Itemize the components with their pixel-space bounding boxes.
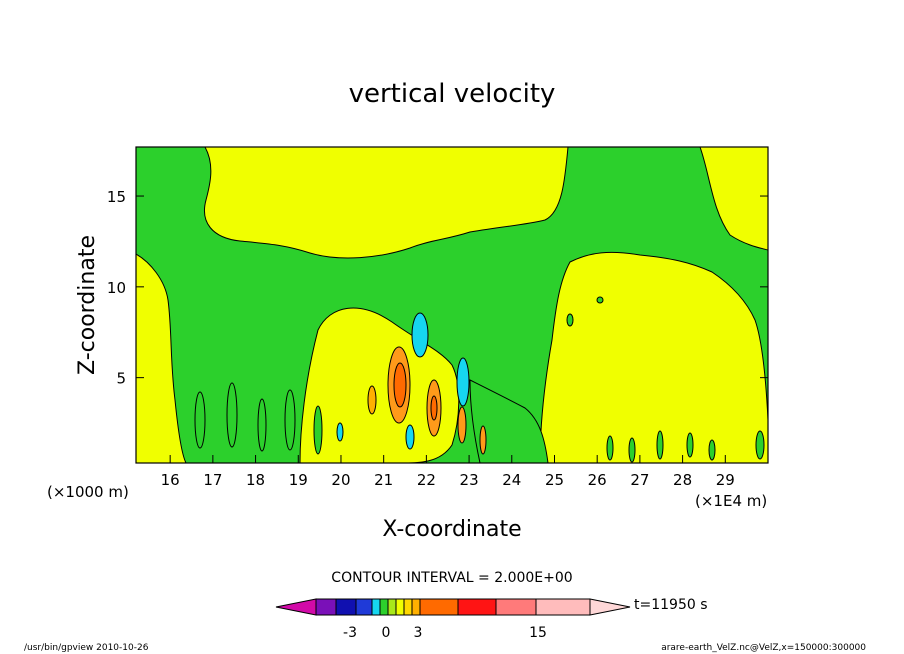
region-right-yellow xyxy=(539,251,768,463)
time-label: t=11950 s xyxy=(634,597,708,613)
region-orange-cell-4 xyxy=(479,425,487,455)
x-tick-label: 26 xyxy=(588,471,607,489)
colorbar-swatch xyxy=(395,598,405,616)
colorbar-swatch xyxy=(589,598,631,616)
x-tick-label: 17 xyxy=(203,471,222,489)
plot-area xyxy=(136,147,768,463)
plot-frame xyxy=(135,146,769,464)
colorbar-swatch xyxy=(379,598,389,616)
region-orange-cell-2-core xyxy=(430,395,438,421)
x-tick-label: 19 xyxy=(289,471,308,489)
x-axis: 16 17 18 19 20 21 22 23 24 25 26 27 28 29 xyxy=(161,455,735,489)
y-tick-label: 10 xyxy=(107,279,126,297)
colorbar-swatch xyxy=(495,598,537,616)
colorbar-swatch xyxy=(371,598,381,616)
x-axis-label: X-coordinate xyxy=(382,517,521,542)
colorbar-tick-label: 15 xyxy=(529,625,547,641)
x-tick-label: 24 xyxy=(502,471,521,489)
y-tick-label: 5 xyxy=(116,370,126,388)
colorbar-swatch xyxy=(457,598,497,616)
colorbar-tick-label: 0 xyxy=(382,625,391,641)
colorbar-swatch xyxy=(315,598,337,616)
x-unit-right: (×1E4 m) xyxy=(695,492,767,510)
region-cyan-cell-2 xyxy=(456,357,470,407)
region-cyan-cell-3 xyxy=(405,424,415,450)
colorbar-swatch xyxy=(535,598,591,616)
colorbar-swatch xyxy=(335,598,357,616)
colorbar-swatch xyxy=(355,598,373,616)
colorbar: -3 0 3 15 xyxy=(275,598,631,641)
x-tick-label: 21 xyxy=(374,471,393,489)
footer-right: arare-earth_VelZ.nc@VelZ,x=150000:300000 xyxy=(661,643,866,653)
region-lower-green-band xyxy=(469,379,549,463)
x-tick-label: 29 xyxy=(716,471,735,489)
footer-left: /usr/bin/gpview 2010-10-26 xyxy=(24,643,149,653)
colorbar-swatch xyxy=(411,598,421,616)
region-orange-cell-1-core xyxy=(393,362,407,408)
colorbar-swatch xyxy=(275,598,317,616)
region-cyan-cell-4 xyxy=(336,422,344,442)
x-tick-label: 16 xyxy=(161,471,180,489)
region-orange-cell-5 xyxy=(367,385,377,415)
x-tick-label: 27 xyxy=(630,471,649,489)
colorbar-swatch xyxy=(419,598,459,616)
y-axis-label: Z-coordinate xyxy=(75,235,100,375)
x-tick-label: 22 xyxy=(417,471,436,489)
x-tick-label: 25 xyxy=(545,471,564,489)
contour-interval-label: CONTOUR INTERVAL = 2.000E+00 xyxy=(331,570,572,586)
x-unit-left: (×1000 m) xyxy=(47,483,129,501)
colorbar-swatch xyxy=(387,598,397,616)
x-tick-label: 23 xyxy=(460,471,479,489)
colorbar-tick-label: -3 xyxy=(343,625,357,641)
region-orange-cell-3 xyxy=(457,406,467,444)
x-tick-label: 28 xyxy=(673,471,692,489)
region-cyan-cell-1 xyxy=(411,312,429,358)
chart-title: vertical velocity xyxy=(349,79,556,109)
x-tick-label: 20 xyxy=(331,471,350,489)
y-tick-label: 15 xyxy=(107,188,126,206)
y-axis: 5 10 15 xyxy=(107,188,768,388)
surface-streaks xyxy=(194,296,765,463)
x-tick-label: 18 xyxy=(246,471,265,489)
region-lower-left-yellow xyxy=(136,253,187,463)
colorbar-tick-label: 3 xyxy=(414,625,423,641)
colorbar-swatch xyxy=(403,598,413,616)
